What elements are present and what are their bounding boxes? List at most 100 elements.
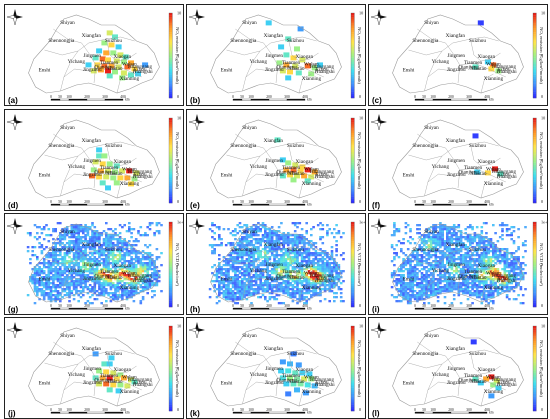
vcd-pixel <box>61 258 64 261</box>
vcd-pixel <box>105 290 108 293</box>
vcd-pixel <box>49 234 53 237</box>
prefecture-border <box>106 247 137 271</box>
vcd-pixel <box>130 244 133 247</box>
vcd-pixel <box>289 262 292 265</box>
colorbar-title: NOₓ emission (Gg/km²/month) <box>357 340 362 397</box>
vcd-pixel <box>95 264 99 267</box>
vcd-pixel <box>123 294 126 297</box>
city-label: Suizhou <box>469 143 486 149</box>
vcd-pixel <box>429 244 433 247</box>
emission-cell <box>308 174 315 180</box>
vcd-pixel <box>459 254 463 257</box>
vcd-pixel <box>429 242 433 245</box>
vcd-pixel <box>238 262 242 265</box>
vcd-pixel <box>466 240 470 243</box>
panel-label: (j) <box>8 409 16 418</box>
vcd-pixel <box>56 262 60 265</box>
vcd-pixel <box>61 230 64 233</box>
vcd-pixel <box>409 228 412 231</box>
vcd-pixel <box>323 286 327 289</box>
vcd-pixel <box>220 274 223 277</box>
vcd-pixel <box>436 238 440 241</box>
vcd-pixel <box>406 292 410 295</box>
vcd-pixel <box>42 276 46 279</box>
vcd-pixel <box>337 266 341 269</box>
vcd-pixel <box>254 252 258 255</box>
city-label: Ezhou <box>497 276 511 282</box>
vcd-pixel <box>261 282 265 285</box>
vcd-pixel <box>508 282 511 285</box>
vcd-pixel <box>238 284 242 287</box>
vcd-pixel <box>300 294 304 297</box>
vcd-pixel <box>47 228 51 231</box>
vcd-pixel <box>393 234 396 237</box>
vcd-pixel <box>250 252 253 255</box>
vcd-pixel <box>406 260 410 263</box>
emission-cell <box>304 63 311 69</box>
vcd-pixel <box>65 276 69 279</box>
vcd-pixel <box>238 244 242 247</box>
prefecture-border <box>298 73 312 94</box>
emission-cell <box>290 167 297 173</box>
vcd-pixel <box>114 284 117 287</box>
province-borders <box>210 14 342 94</box>
vcd-pixel <box>259 262 262 265</box>
vcd-pixel <box>47 234 51 237</box>
vcd-pixel <box>448 276 451 279</box>
vcd-pixel <box>211 222 214 225</box>
vcd-pixel <box>427 270 431 273</box>
vcd-pixel <box>411 252 415 255</box>
vcd-pixel <box>218 280 221 283</box>
vcd-pixel <box>510 252 513 255</box>
vcd-pixel <box>33 302 37 305</box>
vcd-pixel <box>234 228 237 231</box>
vcd-pixel <box>293 248 297 251</box>
vcd-pixel <box>448 258 451 261</box>
vcd-pixel <box>432 248 435 251</box>
vcd-pixel <box>148 258 152 261</box>
vcd-pixel <box>475 284 479 287</box>
vcd-pixel <box>128 294 131 297</box>
vcd-pixel <box>254 230 258 233</box>
vcd-pixel <box>49 282 53 285</box>
province-outline <box>28 119 160 199</box>
vcd-pixel <box>293 292 297 295</box>
vcd-pixel <box>423 256 426 259</box>
vcd-pixel <box>157 280 161 283</box>
vcd-pixel <box>52 260 55 263</box>
vcd-pixel <box>280 264 283 267</box>
vcd-pixel <box>137 272 140 275</box>
panel-label: (c) <box>372 96 382 105</box>
vcd-pixel <box>130 280 133 283</box>
vcd-pixel <box>59 282 62 285</box>
vcd-pixel <box>446 268 449 271</box>
vcd-pixel <box>125 286 129 289</box>
vcd-pixel <box>300 270 304 273</box>
vcd-pixel <box>300 228 304 231</box>
vcd-pixel <box>517 260 520 263</box>
vcd-pixel <box>264 298 267 301</box>
vcd-pixel <box>409 230 412 233</box>
vcd-pixel <box>489 262 493 265</box>
emission-cell <box>112 69 118 75</box>
vcd-pixel <box>125 276 129 279</box>
vcd-pixel <box>155 272 159 275</box>
vcd-pixel <box>273 256 276 259</box>
vcd-pixel <box>211 236 214 239</box>
vcd-pixel <box>72 228 76 231</box>
vcd-pixel <box>252 250 256 253</box>
vcd-pixel <box>464 274 467 277</box>
vcd-pixel <box>321 266 325 269</box>
vcd-pixel <box>42 262 46 265</box>
vcd-pixel <box>121 294 124 297</box>
vcd-pixel <box>102 242 106 245</box>
prefecture-border <box>53 237 97 293</box>
vcd-pixel <box>411 276 415 279</box>
vcd-pixel <box>88 248 92 251</box>
vcd-pixel <box>243 236 246 239</box>
vcd-pixel <box>496 278 500 281</box>
vcd-pixel <box>459 276 463 279</box>
vcd-pixel <box>59 298 62 301</box>
vcd-pixel <box>26 232 30 235</box>
